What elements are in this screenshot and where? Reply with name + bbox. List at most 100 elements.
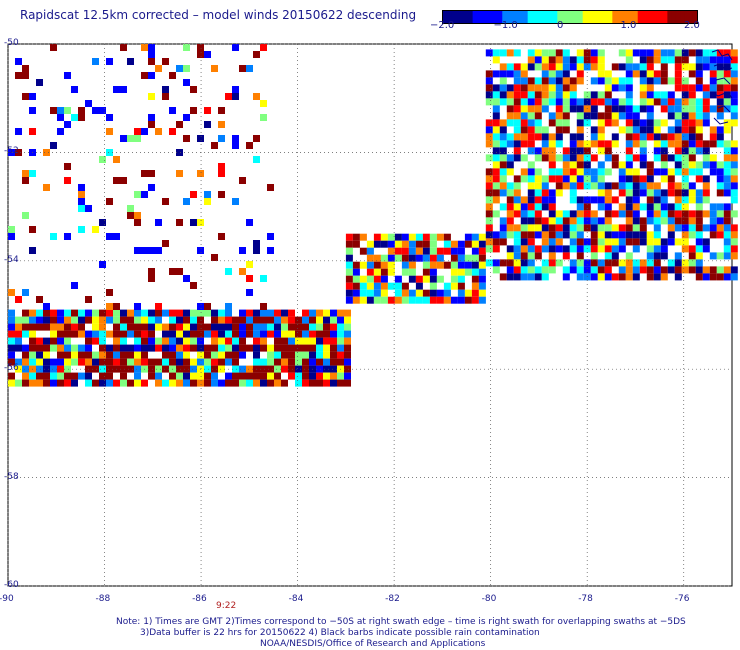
wind-cell <box>555 217 563 225</box>
wind-cell <box>513 196 521 204</box>
wind-cell <box>134 128 141 135</box>
wind-cell <box>344 316 351 324</box>
wind-cell <box>197 344 204 352</box>
wind-cell <box>716 231 724 239</box>
wind-cell <box>485 126 493 134</box>
wind-cell <box>730 224 738 232</box>
wind-cell <box>681 133 689 141</box>
wind-cell <box>8 351 15 359</box>
wind-cell <box>597 259 605 267</box>
colorbar-segment <box>481 11 486 23</box>
wind-cell <box>569 259 577 267</box>
wind-cell <box>597 112 605 120</box>
wind-cell <box>723 140 731 148</box>
wind-cell <box>92 226 99 233</box>
wind-cell <box>604 231 612 239</box>
wind-cell <box>92 337 99 345</box>
wind-cell <box>246 219 253 226</box>
wind-cell <box>373 261 381 269</box>
wind-cell <box>611 119 619 127</box>
colorbar-segment <box>468 11 474 23</box>
wind-cell <box>611 105 619 113</box>
wind-cell <box>288 365 295 373</box>
wind-cell <box>611 77 619 85</box>
wind-cell <box>113 309 120 317</box>
wind-cell <box>148 58 155 65</box>
wind-cell <box>387 233 395 241</box>
wind-cell <box>295 358 302 366</box>
wind-cell <box>555 182 563 190</box>
wind-cell <box>323 309 330 317</box>
wind-cell <box>71 330 78 338</box>
wind-cell <box>555 91 563 99</box>
wind-cell <box>709 217 717 225</box>
wind-cell <box>590 175 598 183</box>
wind-cell <box>646 161 654 169</box>
wind-cell <box>555 133 563 141</box>
wind-cell <box>106 330 113 338</box>
wind-cell <box>618 168 626 176</box>
wind-cell <box>36 337 43 345</box>
wind-cell <box>548 245 556 253</box>
wind-cell <box>527 266 535 274</box>
wind-cell <box>267 233 274 240</box>
wind-cell <box>639 63 647 71</box>
wind-cell <box>246 142 253 149</box>
wind-cell <box>464 289 472 297</box>
wind-cell <box>527 91 535 99</box>
wind-cell <box>569 56 577 64</box>
wind-cell <box>723 224 731 232</box>
wind-cell <box>359 247 367 255</box>
wind-cell <box>408 254 416 262</box>
wind-cell <box>316 358 323 366</box>
wind-cell <box>702 63 710 71</box>
wind-cell <box>730 49 738 57</box>
wind-cell <box>134 330 141 338</box>
wind-cell <box>232 330 239 338</box>
wind-cell <box>57 128 64 135</box>
wind-cell <box>225 337 232 345</box>
wind-cell <box>162 379 169 387</box>
wind-cell <box>323 323 330 331</box>
wind-cell <box>667 133 675 141</box>
wind-cell <box>506 210 514 218</box>
wind-cell <box>274 330 281 338</box>
wind-cell <box>667 98 675 106</box>
wind-cell <box>232 142 239 149</box>
colorbar-segment <box>582 11 588 23</box>
wind-cell <box>373 233 381 241</box>
wind-cell <box>555 224 563 232</box>
wind-cell <box>471 268 479 276</box>
wind-cell <box>520 273 528 281</box>
wind-cell <box>674 147 682 155</box>
wind-cell <box>387 254 395 262</box>
wind-cell <box>253 351 260 359</box>
wind-cell <box>632 112 640 120</box>
wind-cell <box>246 323 253 331</box>
wind-cell <box>576 119 584 127</box>
wind-cell <box>471 254 479 262</box>
wind-cell <box>506 119 514 127</box>
wind-cell <box>162 323 169 331</box>
wind-cell <box>667 266 675 274</box>
wind-cell <box>506 49 514 57</box>
wind-cell <box>218 309 225 317</box>
wind-cell <box>106 365 113 373</box>
wind-cell <box>141 330 148 338</box>
wind-cell <box>590 238 598 246</box>
wind-cell <box>541 77 549 85</box>
wind-cell <box>674 77 682 85</box>
wind-cell <box>190 282 197 289</box>
wind-cell <box>211 316 218 324</box>
wind-cell <box>653 252 661 260</box>
wind-cell <box>36 309 43 317</box>
wind-cell <box>225 303 232 310</box>
wind-cell <box>555 175 563 183</box>
wind-cell <box>639 105 647 113</box>
wind-cell <box>695 224 703 232</box>
wind-cell <box>716 133 724 141</box>
colorbar-segment <box>476 11 482 23</box>
wind-cell <box>660 161 668 169</box>
wind-cell <box>120 309 127 317</box>
wind-cell <box>632 70 640 78</box>
